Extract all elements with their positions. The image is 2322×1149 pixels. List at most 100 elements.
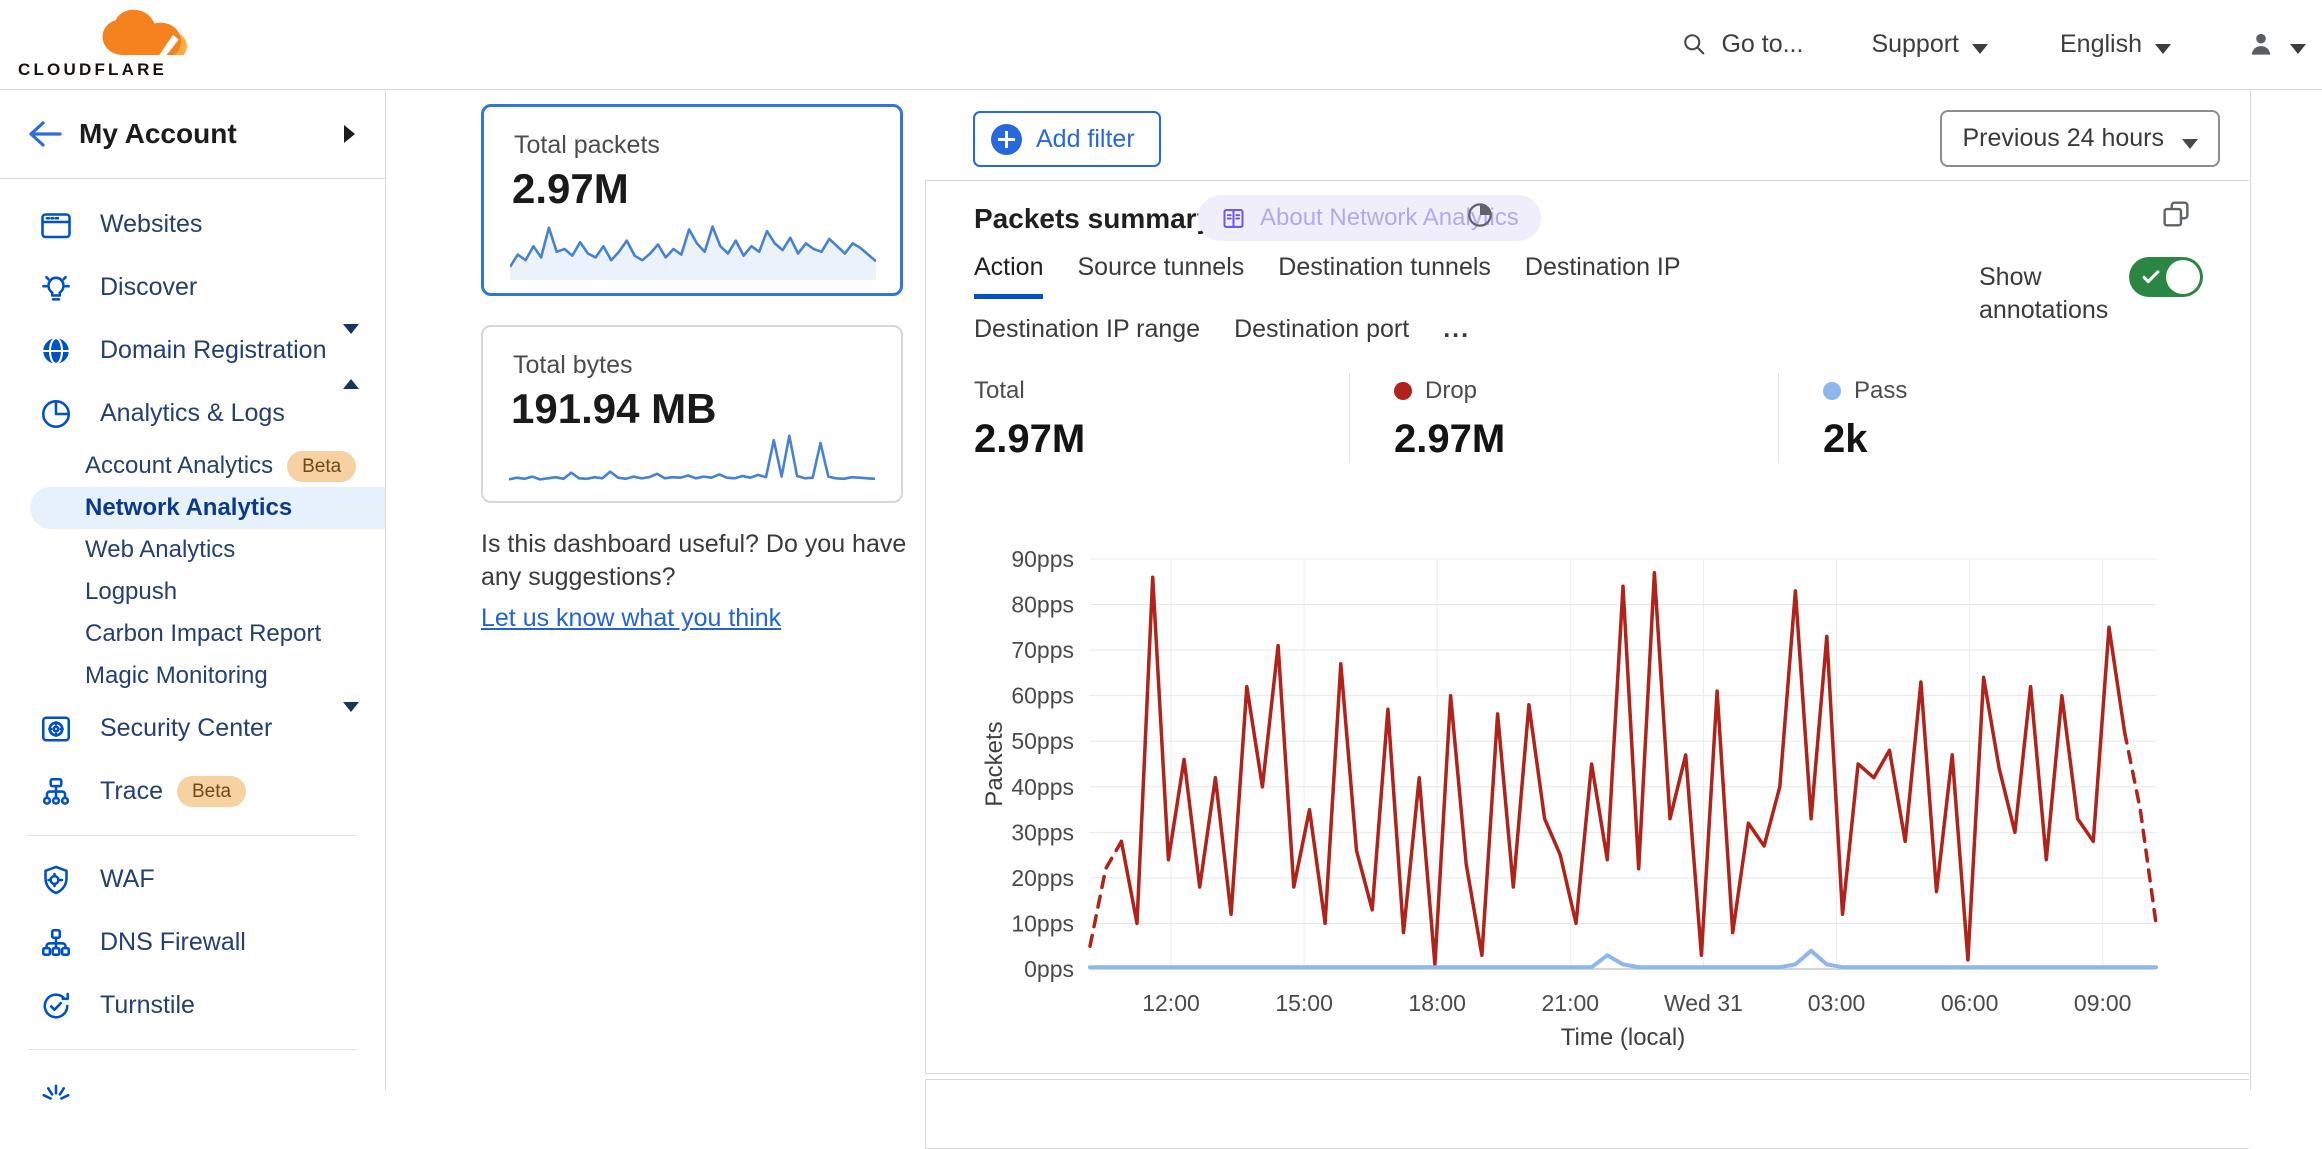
- card-label: Total bytes: [513, 351, 633, 379]
- legend-dot: [1394, 382, 1412, 400]
- svg-text:60pps: 60pps: [1011, 683, 1074, 709]
- tab-destination-port[interactable]: Destination port: [1234, 315, 1410, 343]
- card-label: Total packets: [514, 131, 660, 159]
- tab-destination-ip[interactable]: Destination IP: [1524, 253, 1681, 281]
- sidebar-item-analytics-logs[interactable]: Analytics & Logs: [0, 379, 385, 445]
- tab-destination-ip-range[interactable]: Destination IP range: [974, 315, 1201, 343]
- stat-label: Pass: [1823, 377, 1907, 405]
- summary-card-total-packets[interactable]: Total packets 2.97M: [481, 104, 903, 296]
- svg-text:09:00: 09:00: [2074, 990, 2132, 1016]
- stat-total: Total 2.97M: [974, 373, 1349, 463]
- chevron-down-icon: [2155, 44, 2171, 54]
- svg-text:40pps: 40pps: [1011, 774, 1074, 800]
- lightbulb-icon: [38, 270, 74, 306]
- safe-icon: [38, 711, 74, 747]
- chevron-down-icon: [343, 324, 359, 334]
- stat-value: 2.97M: [1394, 417, 1506, 461]
- sidebar-subitem-label: Web Analytics: [85, 536, 236, 563]
- tab-destination-tunnels[interactable]: Destination tunnels: [1278, 253, 1491, 281]
- svg-text:70pps: 70pps: [1011, 637, 1074, 663]
- sidebar: My Account Websites Discover Domain Regist…: [0, 90, 386, 1100]
- sparkline-chart: [509, 434, 875, 481]
- chevron-down-icon: [2182, 138, 2198, 149]
- check-icon: [2142, 270, 2160, 284]
- beta-badge: Beta: [176, 776, 247, 807]
- time-range-dropdown[interactable]: Previous 24 hours: [1940, 110, 2220, 167]
- feedback-block: Is this dashboard useful? Do you have an…: [481, 528, 936, 635]
- sidebar-subitem-network-analytics[interactable]: Network Analytics: [30, 487, 385, 529]
- goto-label: Go to...: [1721, 29, 1804, 58]
- pie-time-icon[interactable]: [1464, 199, 1496, 231]
- support-menu[interactable]: Support: [1871, 30, 1988, 59]
- svg-text:Wed 31: Wed 31: [1664, 990, 1743, 1016]
- show-annotations-toggle[interactable]: [2129, 257, 2203, 297]
- globe-icon: [42, 336, 70, 365]
- sidebar-item-label: DNS Firewall: [100, 928, 246, 956]
- sidebar-item-domain-registration[interactable]: Domain Registration: [0, 319, 385, 382]
- tab-source-tunnels[interactable]: Source tunnels: [1077, 253, 1245, 281]
- svg-text:90pps: 90pps: [1011, 546, 1074, 572]
- account-menu[interactable]: [2245, 28, 2306, 60]
- stat-divider: [1349, 373, 1350, 463]
- account-header[interactable]: My Account: [0, 90, 385, 179]
- svg-text:12:00: 12:00: [1142, 990, 1200, 1016]
- sidebar-item-label: Websites: [100, 210, 203, 238]
- beta-badge: Beta: [287, 450, 357, 482]
- dns-tree-icon: [38, 925, 74, 961]
- language-menu[interactable]: English: [2060, 30, 2171, 59]
- cloudflare-cloud-icon: [102, 9, 187, 55]
- expand-windows-icon[interactable]: [2159, 197, 2193, 231]
- card-value: 2.97M: [512, 165, 629, 212]
- sidebar-subitem-account-analytics[interactable]: Account Analytics Beta: [0, 445, 385, 487]
- tab-action[interactable]: Action: [974, 253, 1044, 299]
- summary-card-total-bytes[interactable]: Total bytes 191.94 MB: [481, 325, 903, 503]
- stat-value: 2.97M: [974, 417, 1086, 461]
- show-annotations-label: Show annotations: [1979, 263, 2109, 324]
- plus-circle-icon: [991, 123, 1022, 155]
- pie-chart-icon: [41, 399, 71, 428]
- sidebar-item-trace[interactable]: Trace Beta: [0, 760, 385, 823]
- sidebar-subitem-magic-monitoring[interactable]: Magic Monitoring: [0, 655, 385, 697]
- sidebar-divider: [28, 835, 357, 836]
- sidebar-item-security-center[interactable]: Security Center: [0, 697, 385, 760]
- trace-icon: [42, 777, 70, 805]
- sidebar-item-dns-firewall[interactable]: DNS Firewall: [0, 911, 385, 974]
- svg-text:10pps: 10pps: [1011, 910, 1074, 936]
- feedback-question: Is this dashboard useful? Do you have an…: [481, 530, 907, 591]
- sidebar-item-turnstile[interactable]: Turnstile: [0, 974, 385, 1037]
- cloudflare-logo[interactable]: CLOUDFLARE: [18, 4, 203, 86]
- svg-text:18:00: 18:00: [1408, 990, 1466, 1016]
- sidebar-subitem-carbon-impact-report[interactable]: Carbon Impact Report: [0, 613, 385, 655]
- chevron-right-icon[interactable]: [344, 125, 355, 143]
- sidebar-item-websites[interactable]: Websites: [0, 193, 385, 256]
- search-icon: [1684, 34, 1705, 55]
- goto-search[interactable]: Go to...: [1680, 30, 1803, 59]
- sidebar-divider: [28, 1049, 357, 1050]
- svg-text:Packets: Packets: [981, 721, 1008, 806]
- browser-icon: [41, 212, 71, 238]
- add-filter-button[interactable]: Add filter: [973, 111, 1161, 167]
- chevron-down-icon: [1972, 44, 1988, 54]
- stat-pass: Pass 2k: [1823, 373, 1907, 463]
- svg-text:03:00: 03:00: [1808, 990, 1866, 1016]
- support-label: Support: [1871, 29, 1959, 58]
- sidebar-subitem-logpush[interactable]: Logpush: [0, 571, 385, 613]
- about-network-analytics-badge[interactable]: About Network Analytics: [1198, 195, 1541, 241]
- legend-dot: [1823, 382, 1841, 400]
- sidebar-subitem-label: Magic Monitoring: [85, 662, 268, 689]
- svg-text:21:00: 21:00: [1542, 990, 1600, 1016]
- sidebar-item-zero-trust-icon[interactable]: [0, 1062, 385, 1102]
- account-label: My Account: [79, 118, 237, 149]
- sidebar-item-waf[interactable]: WAF: [0, 848, 385, 911]
- more-tabs-button[interactable]: ...: [1443, 315, 1471, 343]
- back-arrow-icon[interactable]: [25, 117, 65, 151]
- card-value: 191.94 MB: [511, 385, 717, 432]
- sidebar-item-label: Discover: [100, 273, 198, 301]
- sidebar-item-discover[interactable]: Discover: [0, 256, 385, 319]
- feedback-link[interactable]: Let us know what you think: [481, 604, 782, 632]
- svg-text:06:00: 06:00: [1941, 990, 1999, 1016]
- sidebar-subitem-label: Network Analytics: [85, 494, 293, 521]
- sidebar-subitem-web-analytics[interactable]: Web Analytics: [0, 529, 385, 571]
- sidebar-subitem-label: Carbon Impact Report: [85, 620, 322, 647]
- about-badge-label: About Network Analytics: [1260, 204, 1519, 231]
